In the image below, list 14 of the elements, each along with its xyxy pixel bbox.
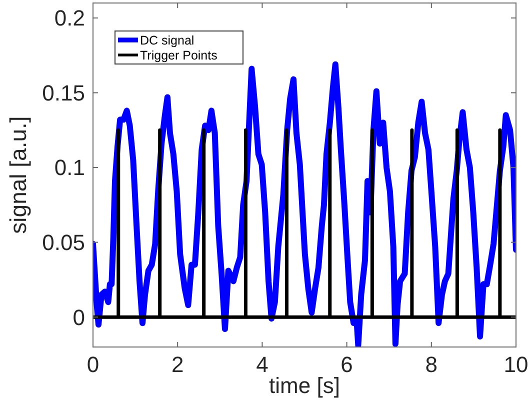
y-tick-label: 0.2	[54, 6, 85, 31]
x-axis-title: time [s]	[269, 373, 340, 398]
x-tick-label: 2	[171, 352, 184, 377]
x-tick-label: 6	[340, 352, 353, 377]
legend-label: Trigger Points	[140, 48, 218, 62]
y-tick-label: 0.1	[54, 155, 85, 180]
y-tick-label: 0.15	[42, 80, 85, 106]
y-tick-label: 0.05	[42, 230, 85, 256]
x-tick-label: 4	[256, 352, 268, 377]
y-tick-label: 0	[72, 304, 85, 330]
y-axis-title: signal [a.u.]	[5, 116, 31, 234]
x-tick-label: 10	[504, 352, 528, 377]
legend-label: DC signal	[140, 33, 194, 48]
x-tick-label: 8	[425, 352, 438, 377]
